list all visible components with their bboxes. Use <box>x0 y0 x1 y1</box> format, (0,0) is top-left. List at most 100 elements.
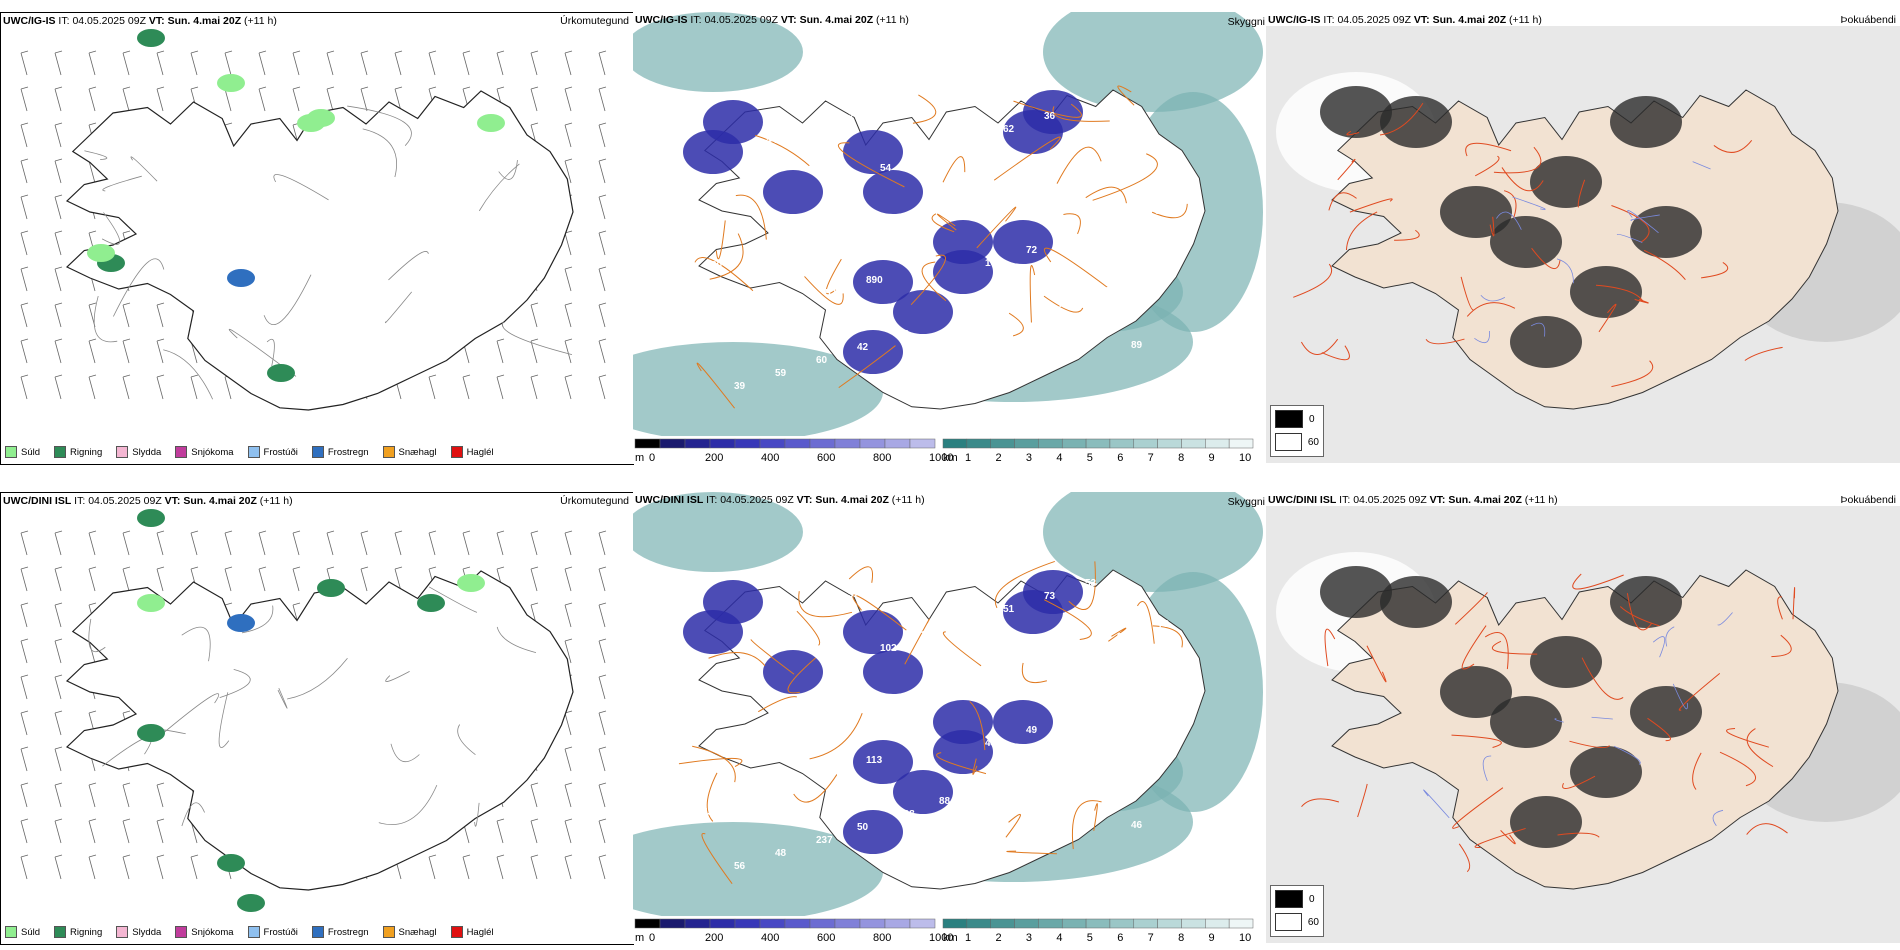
iceland-outline <box>67 91 573 410</box>
cloud-base-label: 133 <box>962 617 979 628</box>
fog-index-area <box>1320 86 1392 138</box>
scale-segment <box>910 439 935 448</box>
cloud-base-label: 106 <box>930 863 947 874</box>
wind-barb <box>565 267 572 291</box>
scale-segment <box>1110 439 1134 448</box>
scale-tick-label: 4 <box>1056 932 1062 944</box>
wind-barb <box>497 375 504 399</box>
scale-segment <box>1015 439 1039 448</box>
cloud-base-label: 73 <box>1044 591 1056 602</box>
legend-item: Frostregn <box>312 926 369 938</box>
cloud-base-label: 200 <box>793 234 810 245</box>
legend-swatch <box>116 926 128 938</box>
wind-barb <box>21 87 28 111</box>
cloud-base-label: 42 <box>898 329 910 340</box>
panel-type-label: Skyggni <box>1228 16 1265 28</box>
wind-barb <box>599 375 606 399</box>
scale-segment <box>943 439 967 448</box>
scale-tick-label: 8 <box>1178 932 1184 944</box>
scale-tick-label: 5 <box>1087 452 1093 464</box>
cloud-base-label: 66 <box>1058 779 1070 790</box>
visibility-map: 5944506510776893948545172566059971335262… <box>633 12 1265 463</box>
cloud-base-label: 51 <box>953 684 965 695</box>
scale-segment <box>860 919 885 928</box>
precip-map <box>1 493 633 944</box>
precip-area <box>317 579 345 597</box>
fog-index-area <box>1380 96 1452 148</box>
legend-swatch <box>312 926 324 938</box>
wind-barb <box>21 567 28 591</box>
wind-barb <box>531 819 538 843</box>
fog-index-area <box>1630 206 1702 258</box>
cloud-base-label: 57 <box>848 589 860 600</box>
cloud-base-label: 64 <box>711 740 723 751</box>
wind-barb <box>21 123 28 147</box>
cloud-base-label: 53 <box>1012 837 1024 848</box>
scale-segment <box>685 439 710 448</box>
scale-segment <box>1229 439 1253 448</box>
wind-barb <box>599 303 606 327</box>
scale-segment <box>860 439 885 448</box>
wind-barb <box>565 783 572 807</box>
cloud-base-label: 59 <box>889 96 901 107</box>
cloud-base-label: 39 <box>734 381 746 392</box>
fog-index-area <box>1320 566 1392 618</box>
legend-swatch <box>383 446 395 458</box>
cloud-base-label: 33 <box>921 630 933 641</box>
scale-segment <box>735 919 760 928</box>
scale-segment <box>967 919 991 928</box>
wind-barb <box>55 51 62 75</box>
wind-barb <box>565 339 572 363</box>
cloud-base-area <box>993 700 1053 744</box>
cloud-base-label: 52 <box>994 191 1006 202</box>
wind-barb <box>599 531 606 555</box>
wind-barb <box>565 747 572 771</box>
fog-index-area <box>1570 746 1642 798</box>
wind-barb <box>157 567 164 591</box>
scale-tick-label: 1 <box>965 932 971 944</box>
wind-barb <box>463 855 470 879</box>
wind-barb <box>123 819 130 843</box>
wind-barb <box>55 711 62 735</box>
wind-barb <box>55 123 62 147</box>
scale-unit: km <box>943 932 958 944</box>
scale-segment <box>1229 919 1253 928</box>
fog-legend-swatch <box>1275 913 1302 931</box>
legend-item: Frostúði <box>248 446 298 458</box>
cloud-base-label: 22 <box>994 671 1006 682</box>
wind-barb <box>21 783 28 807</box>
fog-legend-label: 0 <box>1309 894 1315 905</box>
precip-area <box>477 114 505 132</box>
wind-barb <box>21 819 28 843</box>
wind-barb <box>123 303 130 327</box>
scale-tick-label: 10 <box>1239 452 1251 464</box>
cloud-base-area <box>863 170 923 214</box>
wind-barb <box>225 51 232 75</box>
legend-swatch <box>116 446 128 458</box>
cloud-base-label: 48 <box>807 122 819 133</box>
scale-segment <box>1205 439 1229 448</box>
wind-barb <box>89 819 96 843</box>
scale-segment <box>710 439 735 448</box>
wind-barb <box>531 87 538 111</box>
precip-legend: Súld Rigning Slydda Snjókoma Frostúði Frostre… <box>5 446 508 458</box>
cloud-base-label: 62 <box>1067 232 1079 243</box>
fog-map <box>1266 492 1900 943</box>
scale-tick-label: 8 <box>1178 452 1184 464</box>
scale-segment <box>710 919 735 928</box>
fog-legend-label: 60 <box>1308 437 1319 448</box>
wind-barb <box>123 567 130 591</box>
wind-barb <box>21 675 28 699</box>
wind-barb <box>55 603 62 627</box>
legend-label: Haglél <box>467 447 494 458</box>
scale-segment <box>967 439 991 448</box>
wind-barb <box>565 303 572 327</box>
wind-barb <box>55 747 62 771</box>
cloud-base-label: 53 <box>702 807 714 818</box>
scale-segment <box>1158 439 1182 448</box>
scale-tick-label: 4 <box>1056 452 1062 464</box>
wind-barb <box>565 375 572 399</box>
legend-item: Slydda <box>116 926 161 938</box>
wind-barb <box>259 51 266 75</box>
scale-segment <box>835 919 860 928</box>
